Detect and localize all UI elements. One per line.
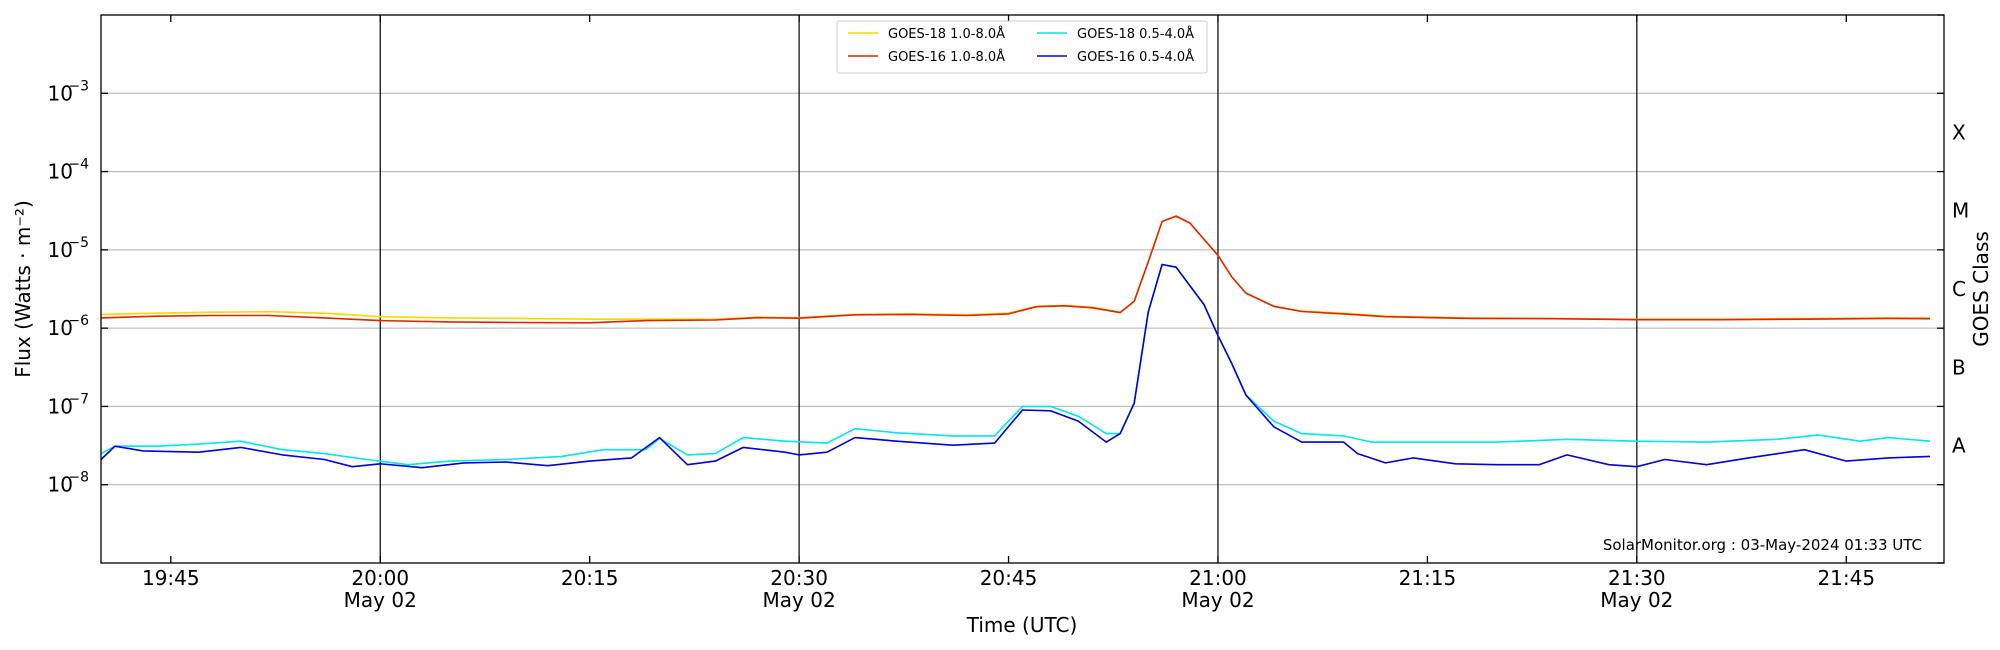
goes-class-label: C bbox=[1952, 277, 1966, 301]
legend-label: GOES-16 0.5-4.0Å bbox=[1077, 49, 1194, 65]
y-tick-label: 10 bbox=[48, 160, 73, 184]
y-tick-label: 10 bbox=[48, 473, 73, 497]
goes-class-label: M bbox=[1952, 199, 1969, 223]
y-tick-label: 10 bbox=[48, 238, 73, 262]
x-tick-label: 21:45 bbox=[1817, 566, 1875, 590]
plot-frame bbox=[100, 14, 1945, 564]
legend-box bbox=[836, 20, 1208, 74]
y-tick-exponent: −7 bbox=[68, 391, 89, 407]
legend-label: GOES-16 1.0-8.0Å bbox=[888, 49, 1005, 65]
y-tick-exponent: −5 bbox=[68, 235, 89, 251]
legend-label: GOES-18 0.5-4.0Å bbox=[1077, 26, 1194, 42]
goes-class-label: X bbox=[1952, 120, 1966, 144]
series-line bbox=[100, 215, 1930, 320]
y-tick-exponent: −3 bbox=[68, 78, 89, 94]
y-tick-exponent: −4 bbox=[68, 157, 89, 173]
x-tick-label: 20:00 bbox=[351, 566, 409, 590]
vertical-day-lines bbox=[379, 15, 1638, 563]
x-tick-label: 19:45 bbox=[142, 566, 200, 590]
x-tick-label: 21:15 bbox=[1399, 566, 1457, 590]
y-tick-label: 10 bbox=[48, 81, 73, 105]
x-tick-label: 21:00 bbox=[1189, 566, 1247, 590]
y-tick-label: 10 bbox=[48, 394, 73, 418]
x-tick-label: 20:15 bbox=[561, 566, 619, 590]
goes-class-label: B bbox=[1952, 355, 1966, 379]
x-tick-date-label: May 02 bbox=[763, 588, 836, 612]
series-line bbox=[100, 215, 1931, 324]
y-axis-label: Flux (Watts · m⁻²) bbox=[11, 200, 35, 378]
x-tick-date-label: May 02 bbox=[344, 588, 417, 612]
y-tick-label: 10 bbox=[48, 316, 73, 340]
x-tick-date-label: May 02 bbox=[1600, 588, 1673, 612]
series-lines bbox=[100, 215, 1931, 469]
y-tick-exponent: −6 bbox=[68, 313, 89, 329]
series-line bbox=[100, 263, 1931, 469]
gridlines bbox=[101, 92, 1944, 486]
goes-class-label: A bbox=[1952, 434, 1966, 458]
legend: GOES-18 1.0-8.0Å GOES-18 0.5-4.0Å GOES-16 … bbox=[836, 20, 1208, 74]
y-axis: 10−810−710−610−510−410−3 bbox=[48, 14, 1944, 564]
x-tick-date-label: May 02 bbox=[1181, 588, 1254, 612]
x-tick-label: 20:45 bbox=[980, 566, 1038, 590]
goes-class-axis: A B C M X bbox=[1952, 120, 1969, 457]
goes-class-axis-label: GOES Class bbox=[1969, 231, 1993, 347]
solarmonitor-credit: SolarMonitor.org : 03-May-2024 01:33 UTC bbox=[1603, 536, 1922, 554]
x-axis-label: Time (UTC) bbox=[966, 613, 1078, 637]
x-tick-label: 21:30 bbox=[1608, 566, 1666, 590]
legend-label: GOES-18 1.0-8.0Å bbox=[888, 26, 1005, 42]
x-tick-label: 20:30 bbox=[770, 566, 828, 590]
y-tick-exponent: −8 bbox=[68, 470, 89, 486]
series-line bbox=[100, 263, 1931, 466]
